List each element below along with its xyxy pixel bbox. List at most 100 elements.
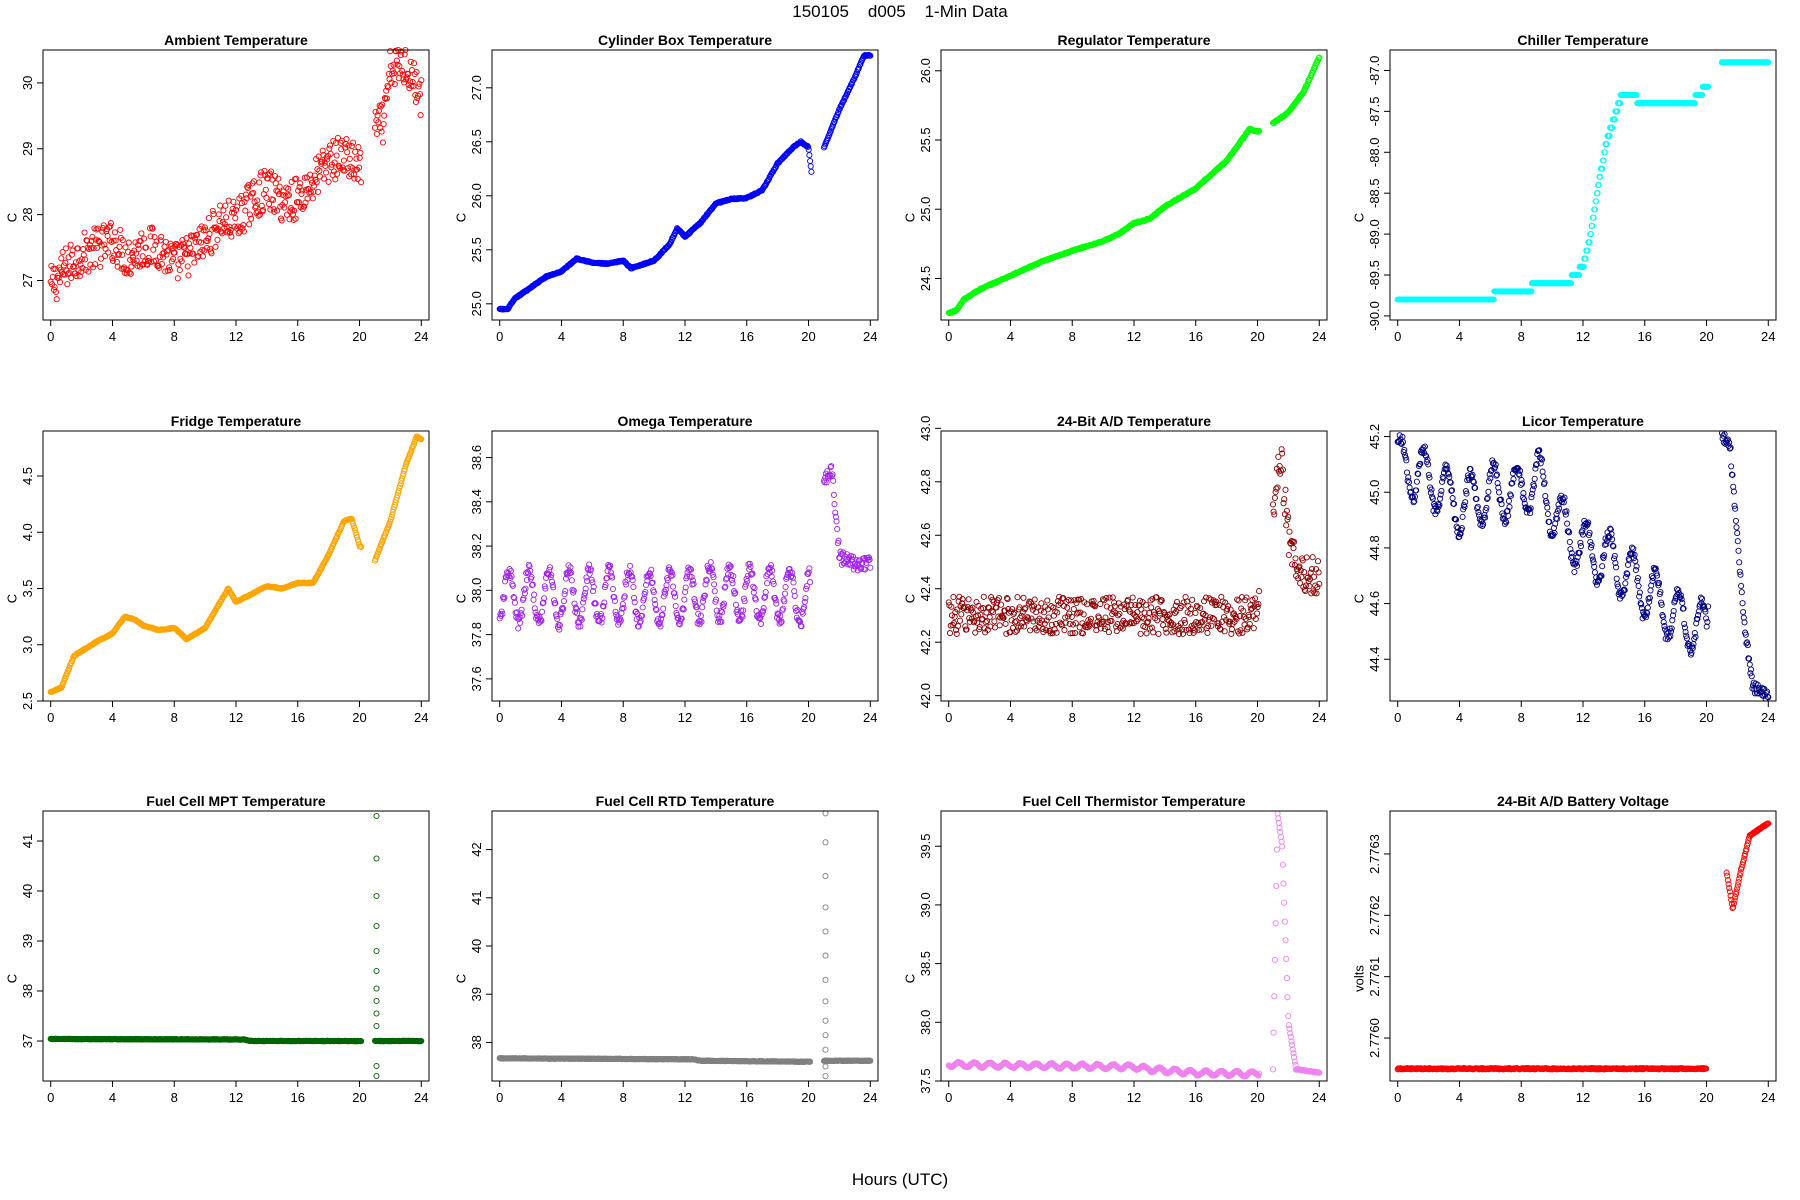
data-point <box>1591 206 1598 213</box>
data-point <box>340 157 347 164</box>
data-point <box>119 237 126 244</box>
data-point <box>1269 501 1277 508</box>
data-point <box>1097 600 1104 608</box>
data-point <box>399 475 406 482</box>
data-point <box>760 605 767 612</box>
data-point <box>204 238 211 245</box>
x-tick-label: 16 <box>1189 710 1203 725</box>
data-point <box>331 159 338 166</box>
data-point <box>722 583 729 590</box>
data-point <box>1234 142 1241 149</box>
data-point <box>55 274 62 282</box>
data-point <box>66 263 73 270</box>
data-point <box>392 47 399 54</box>
data-point <box>377 124 384 131</box>
data-point <box>208 250 215 257</box>
data-point <box>730 588 738 595</box>
data-point <box>313 179 320 186</box>
data-point <box>997 601 1005 608</box>
data-point <box>1302 582 1310 589</box>
data-point <box>1469 471 1476 478</box>
data-point <box>1216 625 1224 632</box>
data-point <box>1144 618 1151 625</box>
data-point <box>356 164 363 171</box>
data-point <box>244 184 251 192</box>
data-point <box>297 180 304 187</box>
data-point <box>214 236 221 243</box>
data-point <box>719 609 726 616</box>
data-point <box>558 608 565 616</box>
y-tick-label: 38.4 <box>469 489 484 514</box>
data-point <box>758 611 765 618</box>
data-point <box>660 605 667 612</box>
data-point <box>205 215 212 222</box>
data-point <box>501 578 509 585</box>
data-point <box>205 235 212 242</box>
data-point <box>672 602 679 610</box>
data-point <box>861 566 869 573</box>
data-point <box>1694 615 1701 623</box>
data-point <box>732 601 740 608</box>
data-point <box>802 595 809 602</box>
data-point <box>1636 589 1643 596</box>
data-point <box>1064 613 1071 620</box>
data-point <box>1171 628 1178 635</box>
data-point <box>99 228 106 235</box>
data-point <box>582 585 589 592</box>
data-point <box>185 272 192 279</box>
data-point <box>375 549 382 556</box>
data-point <box>950 620 958 627</box>
data-point <box>721 584 728 591</box>
data-point <box>1168 619 1175 626</box>
data-point <box>1536 454 1544 461</box>
data-point <box>1149 595 1156 602</box>
panel-title: Regulator Temperature <box>1057 32 1211 48</box>
data-point <box>1399 438 1407 446</box>
data-point <box>709 571 716 578</box>
data-point <box>797 618 804 625</box>
data-point <box>373 130 380 138</box>
data-point <box>1680 605 1687 612</box>
data-point <box>1437 495 1444 502</box>
data-point <box>68 251 75 258</box>
data-point <box>418 77 425 84</box>
data-point <box>399 67 406 74</box>
data-point <box>1256 588 1263 595</box>
data-point <box>807 163 814 170</box>
data-point <box>1275 453 1282 460</box>
data-point <box>374 112 381 119</box>
data-point <box>164 248 171 255</box>
data-point <box>348 143 355 150</box>
data-point <box>974 612 981 619</box>
data-point <box>1539 468 1546 475</box>
data-point <box>295 187 302 194</box>
data-point <box>1405 474 1412 481</box>
data-point <box>358 544 365 551</box>
data-point <box>88 245 95 252</box>
data-point <box>1568 280 1575 287</box>
data-point <box>1246 613 1253 620</box>
data-point <box>803 585 810 592</box>
data-point <box>803 583 810 590</box>
data-point <box>1243 594 1250 601</box>
data-point <box>99 225 107 232</box>
data-point <box>379 139 386 146</box>
data-point <box>1285 551 1292 559</box>
plot-frame <box>940 430 1328 702</box>
data-point <box>1234 596 1241 603</box>
data-point <box>1074 610 1081 617</box>
data-point <box>521 586 528 593</box>
x-tick-label: 8 <box>620 329 627 344</box>
data-point <box>73 273 80 280</box>
y-tick-label: 4.5 <box>20 467 35 485</box>
data-point <box>390 61 397 68</box>
data-point <box>351 175 358 182</box>
data-point <box>669 572 676 579</box>
data-point <box>1205 622 1212 630</box>
data-point <box>1244 624 1251 631</box>
data-point <box>1747 670 1754 677</box>
data-point <box>372 555 379 563</box>
data-point <box>235 230 242 237</box>
